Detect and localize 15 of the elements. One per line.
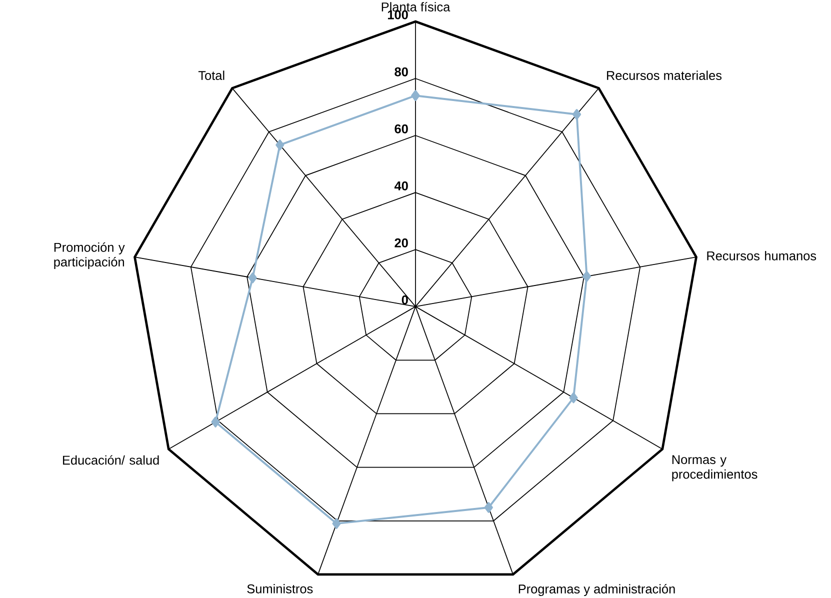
- y-tick-label: 60: [394, 124, 408, 134]
- y-tick-label: 80: [394, 67, 408, 76]
- spoke-label: Normas y procedimientos: [672, 455, 758, 482]
- y-tick-label: 20: [394, 238, 408, 248]
- spoke-label: Planta física: [382, 2, 450, 12]
- spoke-label: Programas y administración: [518, 584, 675, 596]
- spoke-label: Total: [198, 70, 224, 80]
- spoke-label: Recursos materiales: [607, 70, 722, 80]
- y-tick-label: 40: [394, 181, 408, 190]
- spoke-label: Educación/ salud: [63, 455, 159, 465]
- y-tick-label: 0: [402, 295, 408, 304]
- spoke-label: Promoción y participación: [54, 242, 125, 270]
- spoke-label: Suministros: [247, 584, 313, 594]
- y-tick-label: 100: [388, 10, 408, 20]
- spoke-label: Recursos humanos: [707, 251, 816, 260]
